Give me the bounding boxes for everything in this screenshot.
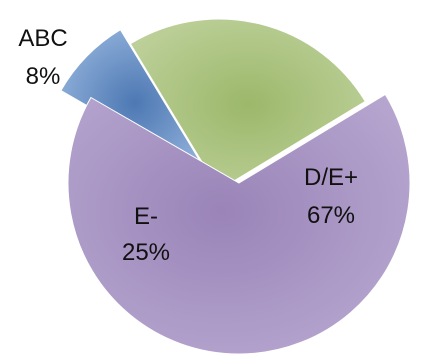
label-abc-value: 8% [26, 63, 61, 90]
pie-labels: ABC 8% E- 25% D/E+ 67% [18, 25, 358, 266]
label-de-name: D/E+ [304, 164, 358, 191]
label-e-name: E- [134, 203, 158, 230]
pie-slice-e-minus [129, 18, 366, 191]
label-abc-name: ABC [18, 25, 67, 52]
pie-slice-abc [60, 29, 210, 177]
label-e-value: 25% [122, 239, 170, 266]
pie-slice-de-plus [67, 93, 411, 355]
pie-slices [60, 18, 411, 355]
label-de-value: 67% [307, 202, 355, 229]
